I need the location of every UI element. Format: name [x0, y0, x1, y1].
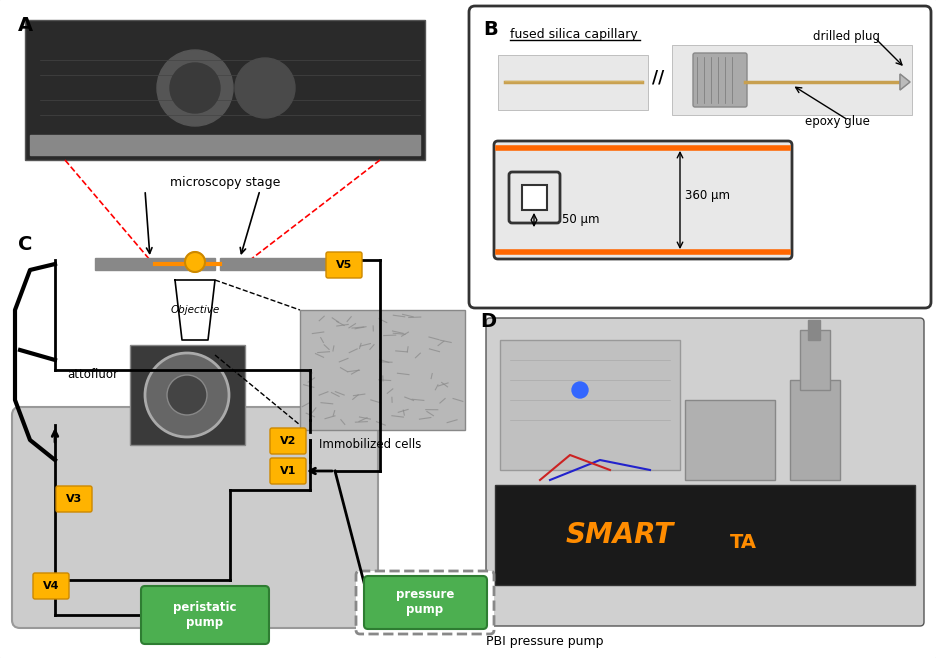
Bar	[800, 330, 830, 390]
FancyBboxPatch shape	[12, 407, 378, 628]
Text: attofluor: attofluor	[67, 368, 118, 382]
Circle shape	[170, 63, 220, 113]
FancyBboxPatch shape	[56, 486, 92, 512]
Text: PBI pressure pump: PBI pressure pump	[486, 635, 604, 648]
Text: V5: V5	[336, 260, 352, 270]
Bar	[498, 55, 648, 110]
Bar	[522, 185, 547, 210]
Circle shape	[572, 382, 588, 398]
Text: Immobilized cells: Immobilized cells	[319, 438, 421, 451]
FancyBboxPatch shape	[693, 53, 747, 107]
FancyBboxPatch shape	[25, 20, 425, 160]
FancyBboxPatch shape	[494, 141, 792, 259]
Circle shape	[157, 50, 233, 126]
Text: microscopy stage: microscopy stage	[169, 176, 280, 189]
Text: V4: V4	[43, 581, 59, 591]
FancyBboxPatch shape	[364, 576, 487, 629]
Text: Objective: Objective	[170, 305, 220, 315]
Bar	[495, 485, 915, 585]
Circle shape	[185, 252, 205, 272]
FancyBboxPatch shape	[486, 318, 924, 626]
Bar	[672, 45, 912, 115]
Text: TA: TA	[730, 532, 757, 551]
Text: epoxy glue: epoxy glue	[805, 115, 870, 128]
Polygon shape	[900, 74, 910, 90]
Bar	[790, 380, 840, 480]
Bar	[220, 258, 340, 270]
Text: //: //	[651, 69, 665, 87]
Text: V1: V1	[280, 466, 296, 476]
Bar	[685, 400, 775, 480]
FancyBboxPatch shape	[356, 571, 494, 634]
FancyBboxPatch shape	[270, 458, 306, 484]
Text: fused silica capillary: fused silica capillary	[510, 28, 637, 41]
Bar	[808, 320, 820, 340]
Text: A: A	[18, 16, 33, 35]
Text: B: B	[483, 20, 498, 39]
Circle shape	[145, 353, 229, 437]
Circle shape	[167, 375, 207, 415]
Text: V3: V3	[66, 494, 82, 504]
Bar	[130, 345, 245, 445]
Polygon shape	[175, 280, 215, 340]
Text: 360 μm: 360 μm	[685, 188, 730, 201]
FancyBboxPatch shape	[141, 586, 269, 644]
Polygon shape	[900, 74, 910, 90]
Circle shape	[235, 58, 295, 118]
Bar	[30, 135, 420, 155]
Text: D: D	[480, 312, 496, 331]
FancyBboxPatch shape	[469, 6, 931, 308]
Text: V2: V2	[280, 436, 296, 446]
Bar	[95, 258, 215, 270]
Text: SMART: SMART	[566, 521, 674, 549]
Text: 50 μm: 50 μm	[562, 213, 599, 226]
Circle shape	[185, 252, 205, 272]
Text: pressure
pump: pressure pump	[396, 588, 454, 616]
Text: peristatic
pump: peristatic pump	[173, 601, 237, 629]
FancyBboxPatch shape	[326, 252, 362, 278]
FancyBboxPatch shape	[509, 172, 560, 223]
Bar	[300, 310, 465, 430]
Bar	[500, 340, 680, 470]
FancyBboxPatch shape	[33, 573, 69, 599]
Text: C: C	[18, 235, 33, 254]
Text: drilled plug: drilled plug	[813, 30, 880, 43]
FancyBboxPatch shape	[270, 428, 306, 454]
